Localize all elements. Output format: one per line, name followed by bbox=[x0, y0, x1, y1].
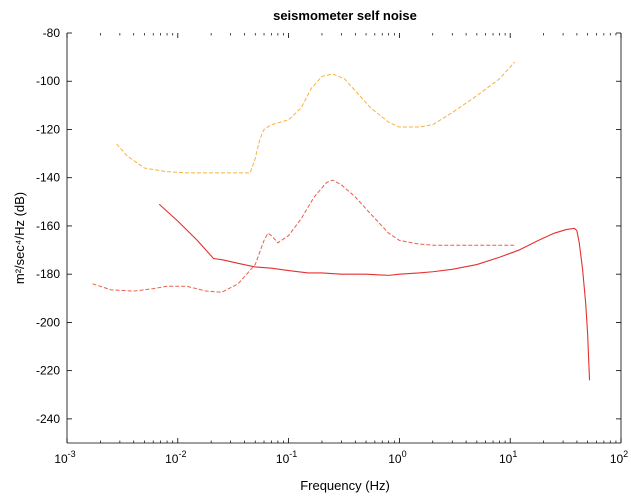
y-tick-label: -180 bbox=[36, 267, 60, 281]
y-tick-label: -100 bbox=[36, 74, 60, 88]
series-line-1 bbox=[116, 61, 516, 174]
y-tick-label: -220 bbox=[36, 364, 60, 378]
y-tick-label: -200 bbox=[36, 315, 60, 329]
x-tick-label: 10-2 bbox=[165, 449, 186, 466]
x-tick-label: 10-3 bbox=[54, 449, 75, 466]
chart-title: seismometer self noise bbox=[273, 8, 417, 23]
y-tick-label: -120 bbox=[36, 122, 60, 136]
x-tick-label: 102 bbox=[610, 449, 628, 466]
series-line-2 bbox=[92, 179, 515, 293]
y-tick-label: -240 bbox=[36, 412, 60, 426]
tick-marks bbox=[66, 32, 622, 443]
x-tick-label: 10-1 bbox=[276, 449, 297, 466]
y-tick-label: -160 bbox=[36, 219, 60, 233]
y-axis-label: m²/sec⁴/Hz (dB) bbox=[12, 192, 27, 284]
x-tick-label: 101 bbox=[499, 449, 517, 466]
y-tick-label: -140 bbox=[36, 171, 60, 185]
x-axis-label: Frequency (Hz) bbox=[300, 478, 390, 493]
y-axis-label-group: m²/sec⁴/Hz (dB) bbox=[12, 192, 27, 284]
x-tick-label: 100 bbox=[388, 449, 406, 466]
y-tick-label: -80 bbox=[43, 26, 61, 40]
series-line-3 bbox=[158, 203, 591, 381]
